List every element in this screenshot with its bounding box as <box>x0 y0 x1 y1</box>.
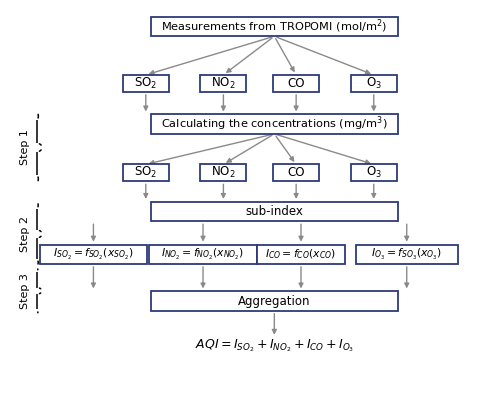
FancyBboxPatch shape <box>350 75 397 92</box>
Text: Step 1: Step 1 <box>20 129 30 166</box>
Text: Calculating the concentrations (mg/m$^3$): Calculating the concentrations (mg/m$^3$… <box>161 115 388 134</box>
Text: $I_{CO}=f_{CO}(x_{CO})$: $I_{CO}=f_{CO}(x_{CO})$ <box>266 247 336 261</box>
FancyBboxPatch shape <box>350 164 397 181</box>
FancyBboxPatch shape <box>356 244 458 264</box>
Text: $I_{NO_2}=f_{NO_2}(x_{NO_2})$: $I_{NO_2}=f_{NO_2}(x_{NO_2})$ <box>162 247 244 262</box>
FancyBboxPatch shape <box>150 17 398 36</box>
Text: SO$_2$: SO$_2$ <box>134 76 158 91</box>
FancyBboxPatch shape <box>150 115 398 134</box>
FancyBboxPatch shape <box>273 75 319 92</box>
Text: Step 3: Step 3 <box>20 273 30 309</box>
FancyBboxPatch shape <box>40 244 148 264</box>
Text: $AQI = I_{SO_2} + I_{NO_2} + I_{CO} + I_{O_3}$: $AQI = I_{SO_2} + I_{NO_2} + I_{CO} + I_… <box>194 337 354 354</box>
FancyBboxPatch shape <box>273 164 319 181</box>
Text: sub-index: sub-index <box>246 205 304 218</box>
Text: NO$_2$: NO$_2$ <box>211 166 236 181</box>
Text: Aggregation: Aggregation <box>238 295 310 308</box>
Text: SO$_2$: SO$_2$ <box>134 166 158 181</box>
Text: O$_3$: O$_3$ <box>366 166 382 181</box>
Text: $I_{SO_2}=f_{SO_2}(x_{SO_2})$: $I_{SO_2}=f_{SO_2}(x_{SO_2})$ <box>53 247 134 262</box>
Text: $I_{O_3}=f_{SO_3}(x_{O_3})$: $I_{O_3}=f_{SO_3}(x_{O_3})$ <box>372 247 442 262</box>
Text: NO$_2$: NO$_2$ <box>211 76 236 91</box>
FancyBboxPatch shape <box>200 164 246 181</box>
Text: CO: CO <box>288 166 305 179</box>
FancyBboxPatch shape <box>149 244 257 264</box>
FancyBboxPatch shape <box>200 75 246 92</box>
Text: O$_3$: O$_3$ <box>366 76 382 91</box>
FancyBboxPatch shape <box>150 291 398 311</box>
Text: Measurements from TROPOMI (mol/m$^2$): Measurements from TROPOMI (mol/m$^2$) <box>162 18 388 35</box>
FancyBboxPatch shape <box>150 202 398 221</box>
FancyBboxPatch shape <box>123 75 169 92</box>
Text: Step 2: Step 2 <box>20 216 30 252</box>
FancyBboxPatch shape <box>258 244 344 264</box>
FancyBboxPatch shape <box>123 164 169 181</box>
Text: CO: CO <box>288 77 305 90</box>
